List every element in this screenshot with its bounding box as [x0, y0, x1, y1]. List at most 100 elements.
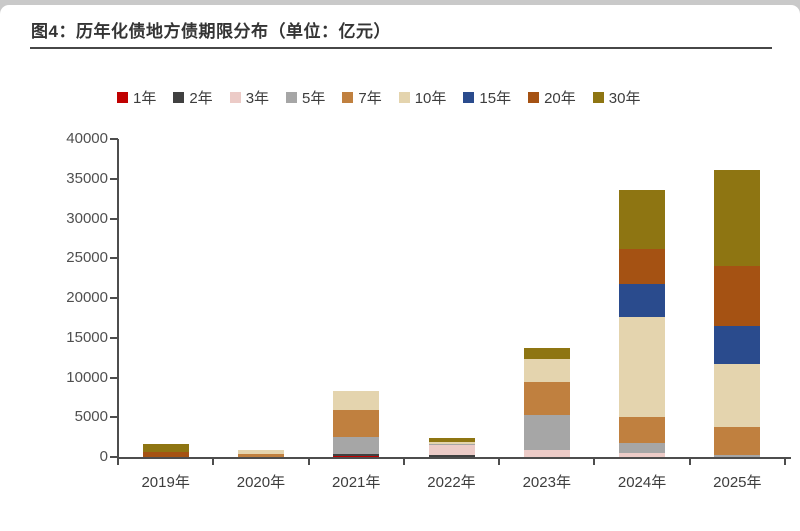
- x-axis-tick: [117, 459, 119, 465]
- y-tick-label: 5000: [74, 408, 108, 426]
- y-axis-tick: [110, 177, 118, 180]
- x-tick-label: 2022年: [427, 474, 476, 491]
- legend-swatch-icon: [342, 92, 354, 103]
- bar-segment-20年: [714, 266, 761, 326]
- x-axis-tick: [498, 459, 501, 465]
- bar-2021: [333, 391, 380, 457]
- bar-segment-5年: [428, 443, 475, 446]
- bar-segment-7年: [237, 453, 284, 457]
- plot-area: [118, 139, 785, 457]
- bar-segment-20年: [142, 451, 189, 457]
- y-tick-label: 35000: [66, 169, 108, 187]
- x-axis-tick: [402, 459, 405, 465]
- title-underline: [30, 47, 772, 49]
- y-tick-label: 15000: [66, 328, 108, 346]
- y-axis-tick: [110, 217, 118, 220]
- y-axis-tick: [110, 376, 118, 379]
- bar-segment-30年: [523, 347, 570, 359]
- bar-segment-7年: [523, 381, 570, 415]
- y-tick-label: 20000: [66, 289, 108, 306]
- bar-segment-15年: [714, 325, 761, 364]
- x-axis-tick: [784, 459, 786, 465]
- bar-segment-1年: [333, 456, 380, 457]
- bar-segment-30年: [714, 169, 761, 267]
- legend-label: 30年: [608, 90, 641, 107]
- legend-label: 15年: [479, 90, 512, 107]
- bar-2025: [714, 169, 761, 457]
- x-tick-label: 2025年: [713, 474, 762, 491]
- y-axis-tick: [110, 336, 118, 339]
- bar-segment-3年: [428, 445, 475, 456]
- bar-segment-30年: [619, 190, 666, 250]
- bar-segment-3年: [619, 453, 666, 457]
- bar-segment-10年: [428, 441, 475, 444]
- chart-legend: 1年 2年 3年 5年 7年 10年 15年 20年 30年: [117, 87, 640, 108]
- bar-segment-10年: [237, 449, 284, 454]
- legend-label: 5年: [302, 90, 326, 107]
- bar-segment-10年: [714, 363, 761, 428]
- page-title: 图4：历年化债地方债期限分布（单位：亿元）: [31, 22, 391, 41]
- y-tick-label: 30000: [66, 209, 108, 227]
- x-axis-tick: [593, 459, 596, 465]
- legend-item: 5年: [286, 87, 325, 108]
- legend-label: 2年: [189, 90, 213, 107]
- legend-label: 1年: [133, 90, 157, 107]
- bar-segment-15年: [619, 283, 666, 317]
- bar-segment-5年: [619, 443, 666, 454]
- bar-segment-10年: [619, 316, 666, 418]
- y-tick-label: 25000: [66, 249, 108, 267]
- legend-swatch-icon: [592, 92, 604, 103]
- x-axis-tick: [688, 459, 691, 465]
- y-axis-line: [117, 139, 119, 459]
- x-axis-tick: [307, 459, 310, 465]
- legend-swatch-icon: [398, 92, 410, 103]
- x-tick-label: 2020年: [236, 474, 286, 491]
- bar-segment-7年: [619, 417, 666, 444]
- bar-segment-5年: [333, 436, 380, 454]
- bar-segment-5年: [714, 455, 761, 457]
- bar-segment-3年: [523, 449, 570, 457]
- y-axis-tick: [110, 416, 118, 419]
- bar-segment-2年: [428, 455, 475, 457]
- y-axis-tick: [110, 257, 118, 260]
- legend-label: 20年: [544, 90, 576, 107]
- legend-label: 7年: [358, 90, 382, 107]
- legend-label: 3年: [245, 90, 270, 107]
- legend-swatch-icon: [463, 92, 475, 103]
- x-axis-tick: [212, 459, 215, 465]
- bar-segment-7年: [714, 427, 761, 456]
- bar-2023: [523, 347, 570, 457]
- x-tick-label: 2019年: [141, 474, 190, 491]
- y-tick-label: 10000: [66, 368, 108, 386]
- bar-segment-2年: [333, 454, 380, 457]
- bar-segment-7年: [333, 409, 380, 437]
- bar-2020: [237, 449, 284, 457]
- x-tick-label: 2021年: [332, 474, 381, 491]
- bar-segment-10年: [333, 391, 380, 410]
- bar-segment-10年: [523, 358, 570, 382]
- legend-label: 10年: [414, 90, 447, 107]
- y-tick-label: 0: [99, 448, 108, 465]
- bar-2019: [142, 444, 189, 457]
- y-tick-label: 40000: [66, 130, 108, 147]
- x-tick-label: 2024年: [617, 474, 667, 491]
- legend-item: 30年: [592, 87, 641, 108]
- bar-2022: [428, 437, 475, 457]
- legend-item: 2年: [173, 87, 213, 108]
- legend-swatch-icon: [117, 92, 128, 103]
- legend-swatch-icon: [229, 92, 241, 103]
- legend-item: 15年: [463, 87, 511, 108]
- bar-2024: [619, 190, 666, 457]
- bar-segment-20年: [619, 249, 666, 284]
- legend-item: 3年: [229, 87, 270, 108]
- bar-segment-30年: [428, 437, 475, 442]
- legend-swatch-icon: [173, 92, 185, 103]
- x-axis-line: [117, 457, 791, 459]
- legend-item: 7年: [342, 87, 382, 108]
- legend-swatch-icon: [528, 92, 540, 103]
- y-axis-tick: [110, 456, 118, 458]
- legend-item: 1年: [117, 87, 156, 108]
- legend-item: 10年: [398, 87, 447, 108]
- y-axis-tick: [110, 297, 118, 299]
- bar-segment-30年: [142, 444, 189, 452]
